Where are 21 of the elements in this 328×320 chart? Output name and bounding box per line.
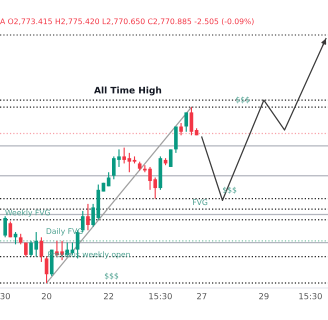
candlestick xyxy=(184,112,188,132)
x-tick-label: 30 xyxy=(0,293,10,300)
candlestick xyxy=(8,220,12,238)
x-tick-label: 20 xyxy=(42,293,52,300)
candlestick xyxy=(24,242,28,258)
candlestick xyxy=(3,216,7,238)
candlestick xyxy=(179,122,183,136)
candlestick xyxy=(168,148,173,168)
candlestick xyxy=(14,231,18,245)
candlestick xyxy=(86,203,90,231)
candlestick xyxy=(40,236,44,262)
candlestick xyxy=(18,233,23,245)
candlestick xyxy=(174,126,178,154)
x-tick-label: 15:30 xyxy=(299,293,322,300)
x-tick-label: 22 xyxy=(104,293,114,300)
x-tick-label: 15:30 xyxy=(149,293,172,300)
candlestick xyxy=(44,256,48,284)
candlestick xyxy=(190,106,194,136)
x-tick-label: 29 xyxy=(259,293,269,300)
x-tick-label: 27 xyxy=(197,293,206,300)
text: All Time High xyxy=(94,86,162,96)
